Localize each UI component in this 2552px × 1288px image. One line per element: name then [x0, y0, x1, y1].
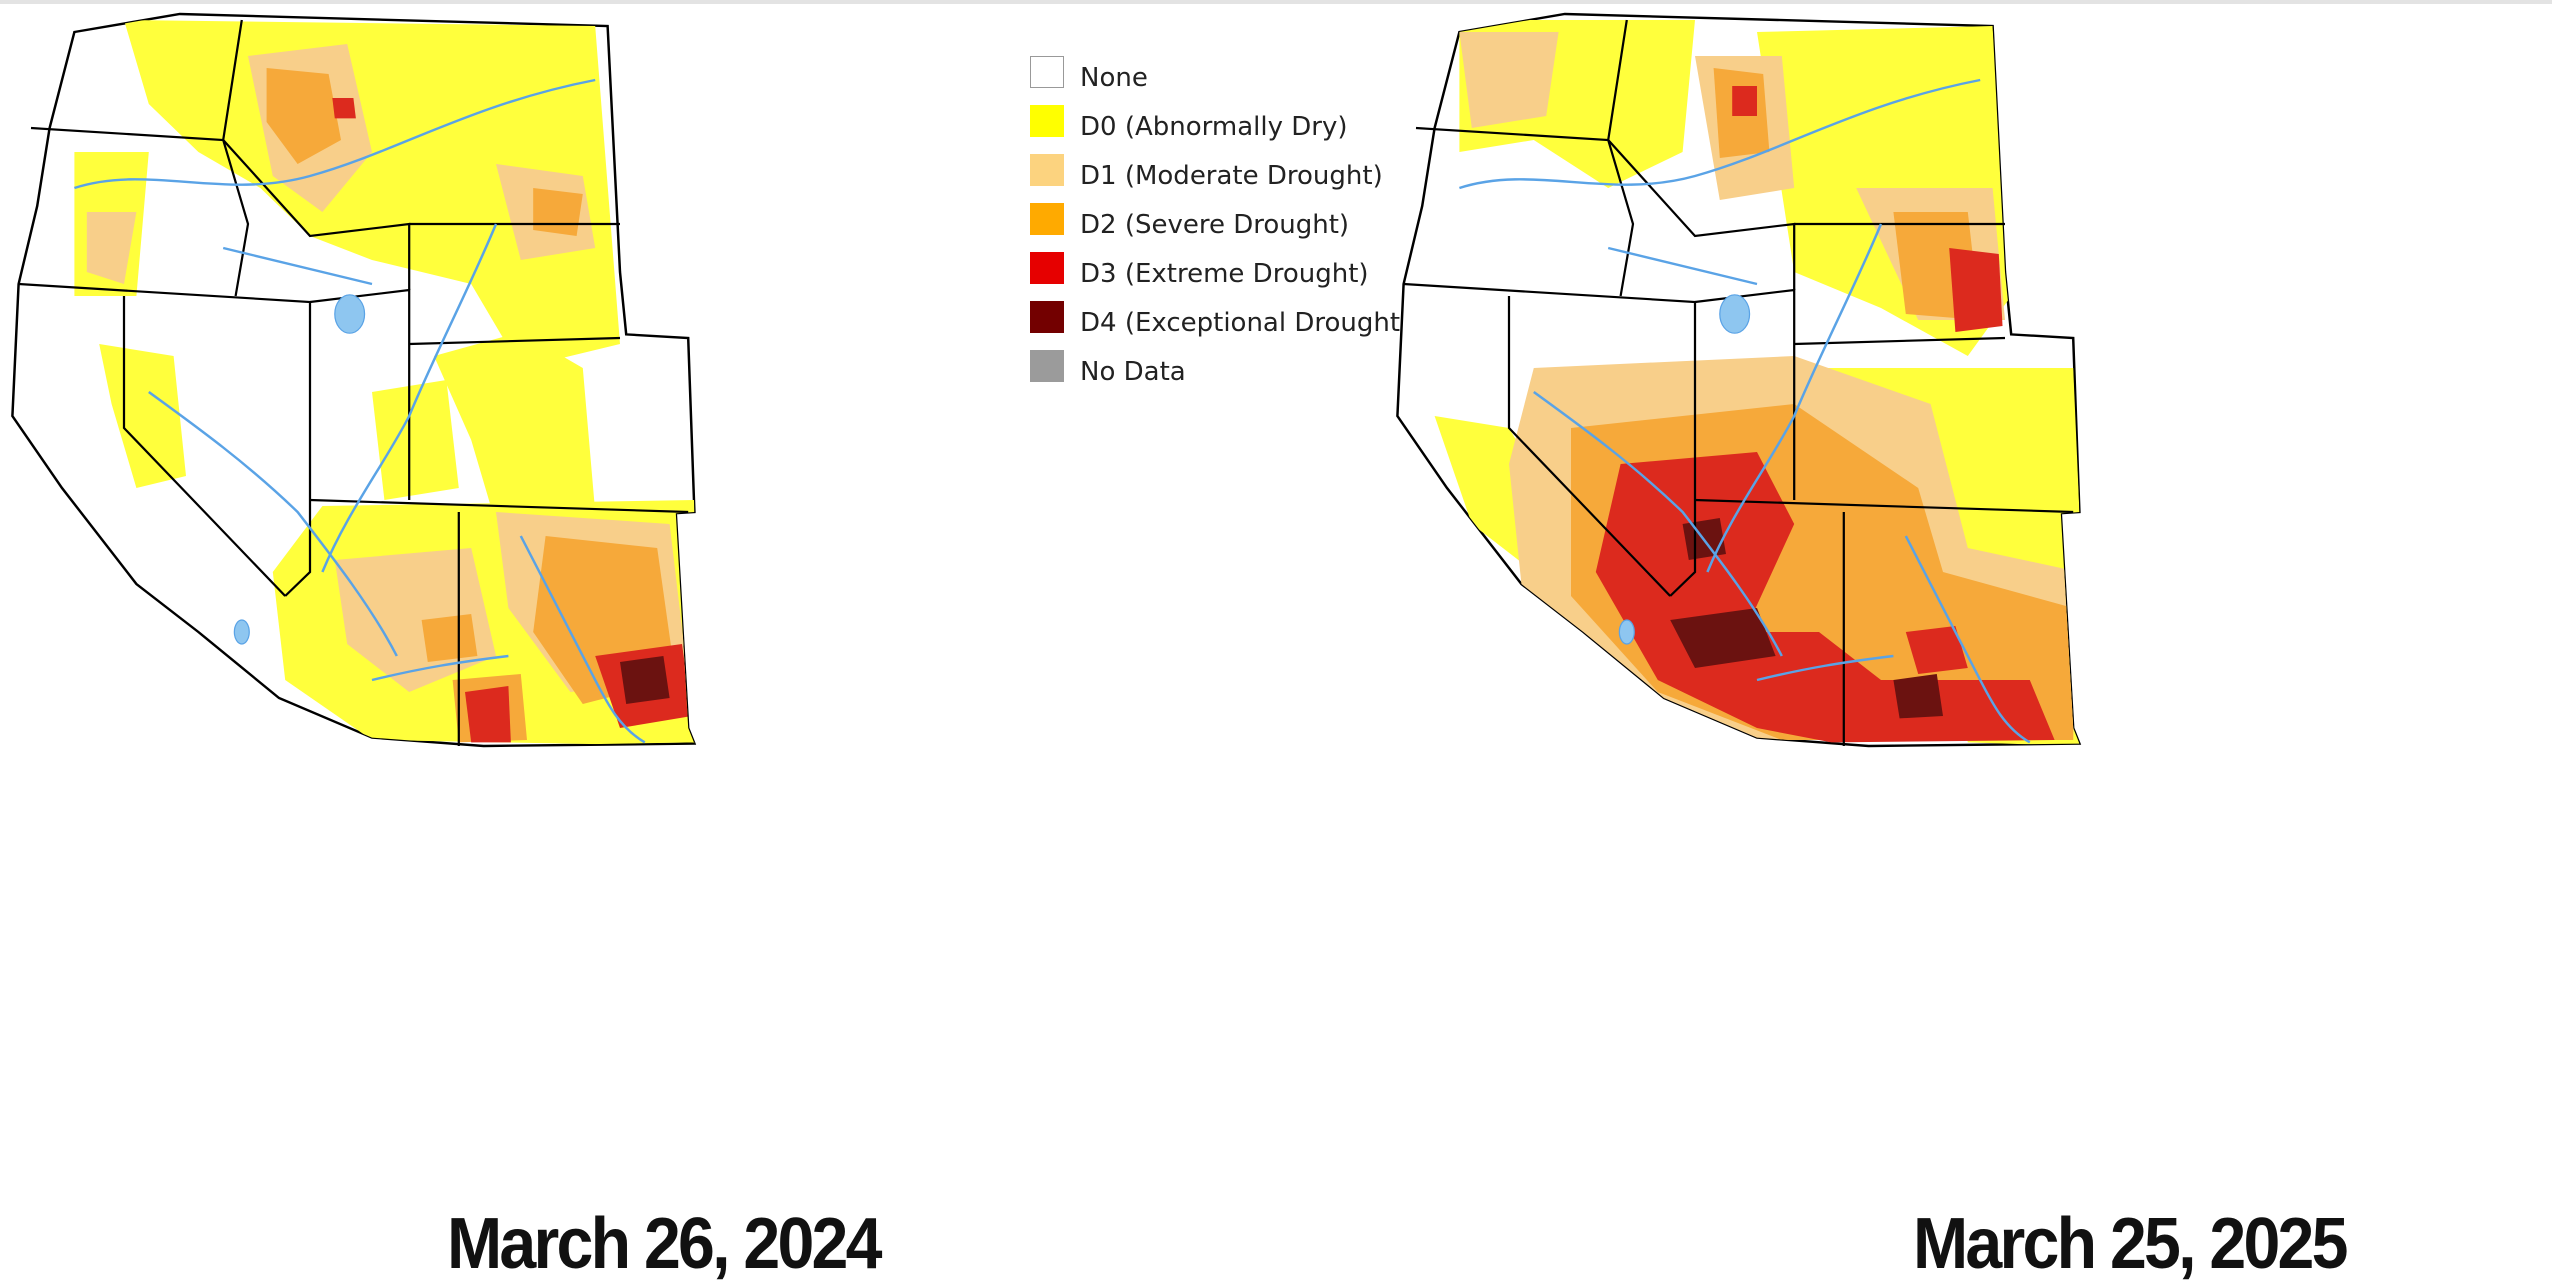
legend-label: D4 (Exceptional Drought) [1080, 308, 1411, 338]
legend-item-d4: D4 (Exceptional Drought) [1030, 301, 1450, 350]
great-salt-lake [1719, 294, 1751, 334]
salton-sea [1618, 619, 1635, 645]
legend-swatch-none [1030, 56, 1064, 88]
legend-label: None [1080, 63, 1148, 93]
legend-swatch-d2 [1030, 203, 1064, 235]
rivers [1459, 78, 2031, 744]
salton-sea [233, 619, 250, 645]
legend-label: D0 (Abnormally Dry) [1080, 112, 1348, 142]
legend-label: No Data [1080, 357, 1186, 387]
legend-swatch-d3 [1030, 252, 1064, 284]
drought-d4-areas [620, 656, 670, 704]
legend-swatch-d4 [1030, 301, 1064, 333]
legend-label: D3 (Extreme Drought) [1080, 259, 1369, 289]
legend-item-none: None [1030, 56, 1450, 105]
legend-item-d2: D2 (Severe Drought) [1030, 203, 1450, 252]
legend-swatch-d1 [1030, 154, 1064, 186]
legend-item-d0: D0 (Abnormally Dry) [1030, 105, 1450, 154]
legend-item-d3: D3 (Extreme Drought) [1030, 252, 1450, 301]
drought-map-2025 [1385, 8, 2552, 1208]
legend-label: D1 (Moderate Drought) [1080, 161, 1383, 191]
legend-swatch-no-data [1030, 350, 1064, 382]
legend-item-d1: D1 (Moderate Drought) [1030, 154, 1450, 203]
legend-item-no-data: No Data [1030, 350, 1450, 399]
legend-label: D2 (Severe Drought) [1080, 210, 1350, 240]
rivers [74, 78, 646, 744]
map-legend: None D0 (Abnormally Dry) D1 (Moderate Dr… [1030, 56, 1450, 399]
top-border [0, 0, 2552, 4]
map-date-caption-2025: March 25, 2025 [1913, 1204, 2348, 1284]
drought-map-2024-svg [11, 12, 697, 748]
drought-map-2025-svg [1396, 12, 2082, 748]
legend-swatch-d0 [1030, 105, 1064, 137]
drought-d4-areas [1670, 518, 1943, 719]
map-date-caption-2024: March 26, 2024 [447, 1204, 882, 1284]
drought-map-2024 [0, 8, 1240, 1208]
state-borders [1403, 19, 2074, 746]
great-salt-lake [334, 294, 366, 334]
